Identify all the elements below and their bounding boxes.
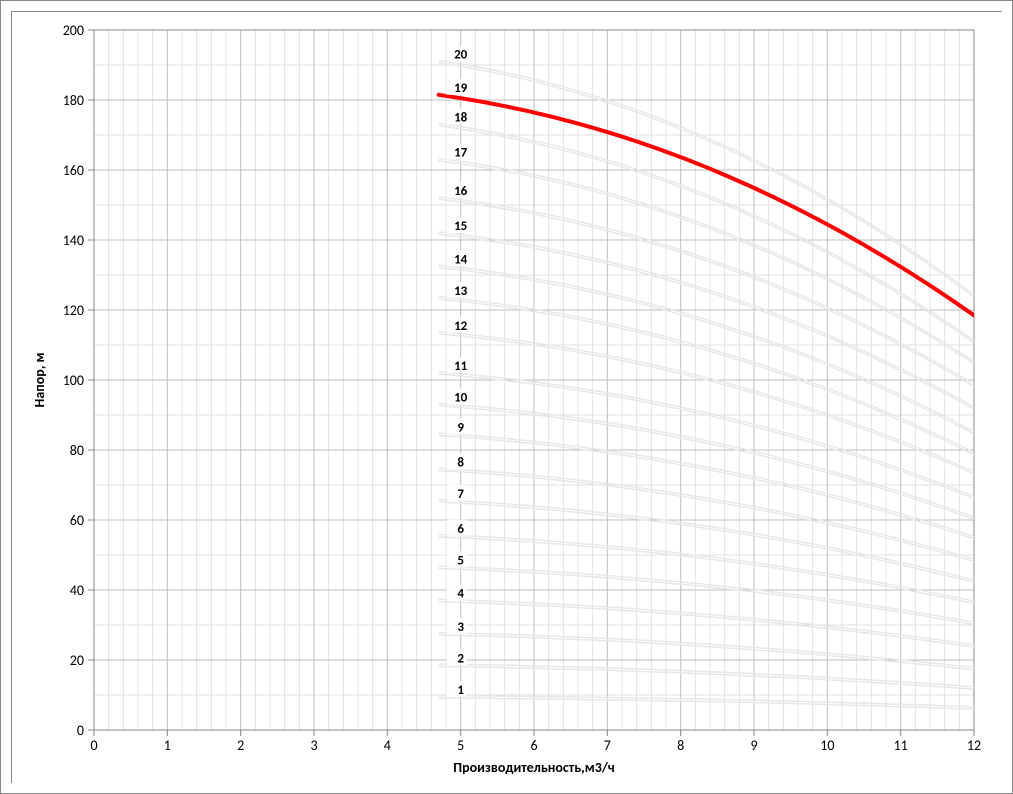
series-label: 18 [454,111,468,126]
x-tick-label: 10 [820,737,834,754]
series-label: 3 [457,620,464,635]
x-tick-label: 0 [90,737,97,754]
series-label: 1 [457,683,464,698]
x-tick-label: 12 [967,737,981,754]
y-tick-label: 40 [70,582,84,599]
x-tick-label: 3 [310,737,317,754]
series-label: 13 [454,284,468,299]
series-label: 6 [457,522,464,537]
y-tick-label: 100 [63,372,84,389]
x-tick-label: 2 [237,737,244,754]
series-label: 15 [454,219,467,234]
y-tick-label: 160 [63,162,84,179]
chart-inner-frame: 0123456789101112020406080100120140160180… [11,11,1002,783]
series-label: 20 [454,48,468,63]
series-label: 2 [457,651,464,666]
x-tick-label: 1 [164,737,171,754]
x-tick-label: 4 [384,737,391,754]
series-label: 4 [457,587,464,602]
series-label: 10 [454,391,468,406]
y-tick-label: 140 [63,232,84,249]
series-label: 14 [454,252,468,267]
x-tick-label: 11 [894,737,908,754]
y-tick-label: 60 [70,512,84,529]
y-tick-label: 0 [77,722,84,739]
x-tick-label: 7 [604,737,611,754]
y-tick-label: 20 [70,652,84,669]
series-label: 19 [454,81,468,96]
y-axis-label: Напор, м [31,352,48,407]
x-tick-label: 5 [457,737,464,754]
series-label: 8 [457,455,464,470]
y-tick-label: 120 [63,302,84,319]
x-tick-label: 6 [530,737,537,754]
pump-curve-chart: 0123456789101112020406080100120140160180… [12,12,1003,784]
series-label: 9 [457,420,464,435]
series-label: 7 [457,487,464,502]
x-tick-label: 9 [750,737,757,754]
x-axis-label: Производительность,м3/ч [453,759,615,776]
series-label: 16 [454,184,468,199]
chart-outer-frame: 0123456789101112020406080100120140160180… [0,0,1013,794]
y-tick-label: 180 [63,92,84,109]
y-tick-label: 80 [70,442,84,459]
series-label: 12 [454,319,468,334]
series-label: 17 [454,146,468,161]
series-label: 11 [454,359,468,374]
x-tick-label: 8 [677,737,684,754]
series-label: 5 [457,553,464,568]
y-tick-label: 200 [63,22,84,39]
